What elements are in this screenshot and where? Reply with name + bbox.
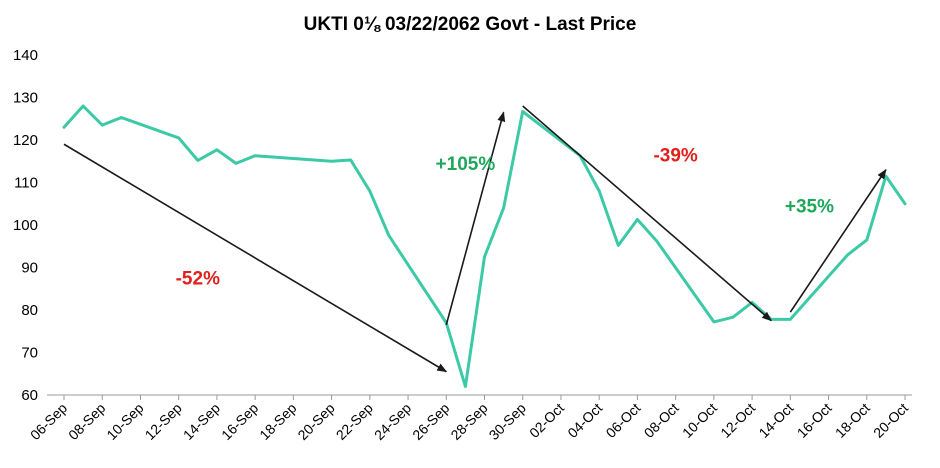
annotation-layer: -52% +105% -39% +35%	[176, 145, 834, 289]
data-point	[789, 318, 792, 321]
x-tick-label: 20-Sep	[294, 400, 337, 443]
trend-arrow	[789, 168, 887, 313]
change-annotation: +105%	[436, 154, 496, 175]
data-point	[330, 160, 333, 163]
data-point	[731, 316, 735, 319]
data-point	[215, 148, 219, 151]
x-tick-label: 06-Sep	[27, 400, 70, 443]
x-tick-label: 28-Sep	[447, 400, 490, 443]
x-tick-label: 18-Oct	[832, 400, 873, 441]
y-axis: 60 70 80 90 100 110 120 130 140	[13, 47, 38, 404]
x-tick-label: 10-Sep	[103, 400, 146, 443]
data-point	[464, 385, 467, 388]
series-line	[62, 104, 907, 388]
data-point	[196, 159, 199, 162]
data-point	[483, 255, 486, 259]
data-point	[120, 116, 123, 119]
x-tick-label: 30-Sep	[486, 400, 529, 443]
series-layer	[62, 104, 907, 388]
data-point	[655, 239, 658, 242]
trend-arrow	[63, 143, 448, 373]
data-point	[234, 162, 238, 165]
data-point	[368, 189, 372, 193]
data-point	[253, 154, 257, 157]
data-point	[865, 238, 868, 242]
y-tick-label: 140	[13, 47, 38, 64]
trend-arrow	[445, 111, 506, 326]
data-point	[101, 123, 104, 127]
x-tick-label: 08-Oct	[641, 400, 682, 441]
x-tick-label: 14-Oct	[755, 400, 796, 441]
chart-title: UKTI 0⅛ 03/22/2062 Govt - Last Price	[304, 14, 637, 35]
y-tick-label: 110	[14, 175, 38, 192]
x-tick-label: 14-Sep	[180, 400, 223, 443]
y-tick-label: 60	[21, 387, 38, 404]
data-point	[177, 136, 180, 140]
data-point	[712, 320, 716, 324]
x-tick-label: 10-Oct	[679, 400, 720, 441]
x-tick-label: 12-Oct	[717, 400, 758, 441]
data-point	[884, 174, 888, 178]
x-tick-label: 12-Sep	[142, 400, 185, 443]
x-tick-label: 16-Sep	[218, 400, 261, 443]
x-tick-label: 22-Sep	[333, 400, 376, 443]
data-point	[903, 202, 907, 205]
trend-arrow	[522, 105, 772, 322]
data-point	[617, 244, 620, 247]
x-tick-label: 18-Sep	[256, 400, 299, 443]
data-point	[846, 253, 849, 256]
y-tick-label: 70	[21, 345, 38, 362]
data-point	[387, 234, 391, 237]
x-tick-label: 06-Oct	[603, 400, 644, 441]
data-point	[349, 158, 352, 162]
change-annotation: +35%	[785, 196, 834, 217]
x-tick-label: 24-Sep	[371, 400, 414, 443]
data-point	[62, 126, 66, 129]
x-tick-label: 02-Oct	[526, 400, 567, 441]
x-tick-label: 26-Sep	[409, 400, 452, 443]
x-tick-label: 16-Oct	[794, 400, 835, 441]
y-tick-label: 120	[13, 132, 38, 149]
change-annotation: -39%	[653, 145, 697, 166]
y-tick-label: 80	[21, 302, 38, 319]
data-point	[597, 189, 601, 193]
x-tick-label: 08-Sep	[65, 400, 108, 443]
arrow-layer	[63, 105, 887, 373]
x-tick-label: 20-Oct	[870, 400, 911, 441]
y-tick-label: 100	[13, 217, 38, 234]
y-tick-label: 130	[13, 90, 38, 107]
data-point	[521, 110, 524, 113]
x-axis: 06-Sep08-Sep10-Sep12-Sep14-Sep16-Sep18-S…	[27, 394, 912, 443]
x-tick-label: 04-Oct	[564, 400, 605, 441]
data-point	[502, 206, 505, 210]
y-tick-label: 90	[21, 260, 38, 277]
data-point	[636, 218, 639, 221]
change-annotation: -52%	[176, 269, 220, 290]
data-point	[81, 104, 85, 108]
